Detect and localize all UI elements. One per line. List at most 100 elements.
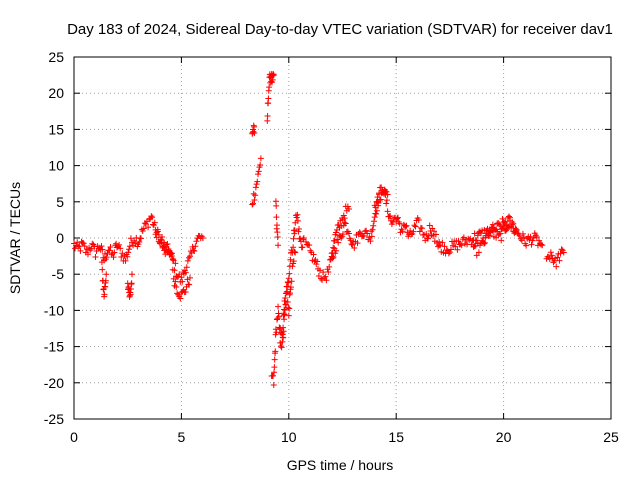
data-point [295,228,302,235]
data-point [74,239,81,246]
data-point [502,218,509,225]
data-point [186,281,193,288]
data-point [274,315,281,322]
data-point [338,222,345,229]
data-point [275,303,282,310]
data-point [285,304,292,311]
data-point [296,225,303,232]
data-point [91,243,98,250]
data-point [536,237,543,244]
y-tick-labels: 25 20 15 10 5 0 -5 -10 -15 -20 -25 [44,49,64,427]
data-point [111,249,118,256]
data-point [441,243,448,250]
data-point [280,334,287,341]
data-point [364,230,371,237]
data-point [293,214,300,221]
data-point [76,242,83,249]
data-point [284,299,291,306]
data-point [415,216,422,223]
data-point [264,113,271,120]
data-point [320,269,327,276]
data-point [252,192,259,199]
data-point [287,256,294,263]
y-tick-label: 10 [48,158,64,174]
chart-title: Day 183 of 2024, Sidereal Day-to-day VTE… [67,21,613,38]
data-point [387,213,394,220]
data-point [394,215,401,222]
data-point [452,243,459,250]
data-point [182,269,189,276]
data-point [430,232,437,239]
data-point [340,212,347,219]
data-point [503,222,510,229]
data-point [377,196,384,203]
data-point [99,246,106,253]
data-point [497,222,504,229]
y-tick-label: -5 [52,266,65,282]
data-point [474,232,481,239]
data-point [356,229,363,236]
data-point [280,324,287,331]
data-point [286,270,293,277]
data-point [384,208,391,215]
data-point [383,200,390,207]
data-point [250,200,256,207]
data-point [533,234,540,241]
data-point [512,229,519,236]
data-point [426,222,433,229]
data-point [446,249,453,256]
data-point [172,260,179,267]
data-point [368,233,375,240]
data-point [149,214,156,221]
data-point [553,263,560,270]
data-point [368,228,375,235]
data-point [190,247,197,254]
data-point [416,228,423,235]
data-point [278,344,285,351]
data-point [360,233,367,240]
data-point [128,280,135,287]
data-point [333,247,340,254]
data-point [177,295,184,302]
data-point [169,256,176,263]
data-point [172,278,179,285]
data-point [382,188,389,195]
data-point [370,222,377,229]
data-point [363,227,370,234]
data-point [508,223,515,230]
data-point [481,239,488,246]
data-point [495,219,502,226]
data-point [329,255,336,262]
x-tick-label: 0 [70,429,78,445]
data-point [505,213,512,220]
data-point [284,288,291,295]
data-point [487,229,494,236]
data-point [288,278,295,285]
data-point [185,254,192,261]
data-point [146,216,153,223]
data-point [249,201,256,208]
data-point [546,256,553,263]
data-point [174,290,181,297]
data-point [558,246,565,253]
data-point [257,161,264,168]
data-point [300,235,307,241]
data-point [313,261,320,268]
data-point [252,184,259,191]
data-point [132,240,139,247]
data-point [458,242,465,249]
data-point [103,254,110,261]
data-point [250,190,257,197]
data-point [402,223,409,230]
data-point [345,230,352,237]
data-point [273,202,280,209]
data-point [281,298,288,305]
data-point [455,238,462,245]
data-point [349,241,356,248]
data-point [297,235,304,242]
data-point [323,277,330,284]
data-point [498,237,505,244]
data-point [270,382,277,389]
data-point [331,237,338,244]
